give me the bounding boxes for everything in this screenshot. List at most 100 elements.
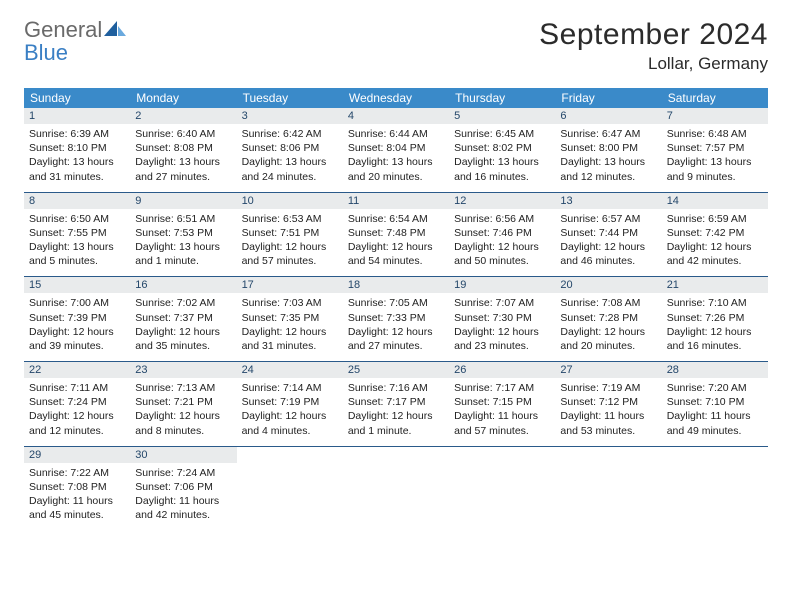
- calendar-cell: 24Sunrise: 7:14 AMSunset: 7:19 PMDayligh…: [237, 362, 343, 447]
- logo-sail-icon: [104, 18, 126, 41]
- sunset-line: Sunset: 7:10 PM: [667, 395, 763, 409]
- daylight-line: Daylight: 12 hours and 42 minutes.: [667, 240, 763, 268]
- calendar-cell: 22Sunrise: 7:11 AMSunset: 7:24 PMDayligh…: [24, 362, 130, 447]
- day-body: Sunrise: 7:11 AMSunset: 7:24 PMDaylight:…: [24, 378, 130, 446]
- daylight-line: Daylight: 12 hours and 39 minutes.: [29, 325, 125, 353]
- sunset-line: Sunset: 7:17 PM: [348, 395, 444, 409]
- sunrise-line: Sunrise: 7:07 AM: [454, 296, 550, 310]
- calendar-cell: 17Sunrise: 7:03 AMSunset: 7:35 PMDayligh…: [237, 277, 343, 362]
- sunrise-line: Sunrise: 6:39 AM: [29, 127, 125, 141]
- sunrise-line: Sunrise: 7:11 AM: [29, 381, 125, 395]
- daylight-line: Daylight: 12 hours and 50 minutes.: [454, 240, 550, 268]
- sunset-line: Sunset: 7:19 PM: [242, 395, 338, 409]
- sunrise-line: Sunrise: 7:08 AM: [560, 296, 656, 310]
- daylight-line: Daylight: 13 hours and 24 minutes.: [242, 155, 338, 183]
- sunset-line: Sunset: 7:15 PM: [454, 395, 550, 409]
- sunrise-line: Sunrise: 7:24 AM: [135, 466, 231, 480]
- sunrise-line: Sunrise: 7:16 AM: [348, 381, 444, 395]
- calendar-cell: 9Sunrise: 6:51 AMSunset: 7:53 PMDaylight…: [130, 192, 236, 277]
- calendar-cell: 28Sunrise: 7:20 AMSunset: 7:10 PMDayligh…: [662, 362, 768, 447]
- day-body: Sunrise: 6:40 AMSunset: 8:08 PMDaylight:…: [130, 124, 236, 192]
- logo-word-general: General: [24, 17, 102, 42]
- day-body: Sunrise: 7:14 AMSunset: 7:19 PMDaylight:…: [237, 378, 343, 446]
- sunrise-line: Sunrise: 6:57 AM: [560, 212, 656, 226]
- day-number: 18: [343, 277, 449, 293]
- daylight-line: Daylight: 11 hours and 53 minutes.: [560, 409, 656, 437]
- daylight-line: Daylight: 12 hours and 20 minutes.: [560, 325, 656, 353]
- sunset-line: Sunset: 7:21 PM: [135, 395, 231, 409]
- daylight-line: Daylight: 13 hours and 27 minutes.: [135, 155, 231, 183]
- sunset-line: Sunset: 7:48 PM: [348, 226, 444, 240]
- calendar-cell: 25 Sunrise: 7:16 AMSunset: 7:17 PMDayligh…: [343, 362, 449, 447]
- day-body: Sunrise: 6:54 AMSunset: 7:48 PMDaylight:…: [343, 209, 449, 277]
- calendar-cell: 8Sunrise: 6:50 AMSunset: 7:55 PMDaylight…: [24, 192, 130, 277]
- sunset-line: Sunset: 7:08 PM: [29, 480, 125, 494]
- sunrise-line: Sunrise: 6:51 AM: [135, 212, 231, 226]
- weekday-header: Saturday: [662, 88, 768, 108]
- sunset-line: Sunset: 7:57 PM: [667, 141, 763, 155]
- sunset-line: Sunset: 7:24 PM: [29, 395, 125, 409]
- day-body: Sunrise: 6:42 AMSunset: 8:06 PMDaylight:…: [237, 124, 343, 192]
- calendar-cell: 23Sunrise: 7:13 AMSunset: 7:21 PMDayligh…: [130, 362, 236, 447]
- sunset-line: Sunset: 7:30 PM: [454, 311, 550, 325]
- sunrise-line: Sunrise: 7:13 AM: [135, 381, 231, 395]
- calendar-cell: [555, 446, 661, 530]
- day-body: Sunrise: 6:39 AMSunset: 8:10 PMDaylight:…: [24, 124, 130, 192]
- calendar-cell: 16Sunrise: 7:02 AMSunset: 7:37 PMDayligh…: [130, 277, 236, 362]
- sunrise-line: Sunrise: 7:19 AM: [560, 381, 656, 395]
- day-number: 11: [343, 193, 449, 209]
- calendar-cell: 19Sunrise: 7:07 AMSunset: 7:30 PMDayligh…: [449, 277, 555, 362]
- day-number: 5: [449, 108, 555, 124]
- day-body: Sunrise: 6:51 AMSunset: 7:53 PMDaylight:…: [130, 209, 236, 277]
- day-body: Sunrise: 6:44 AMSunset: 8:04 PMDaylight:…: [343, 124, 449, 192]
- sunrise-line: Sunrise: 6:42 AM: [242, 127, 338, 141]
- calendar-cell: 15Sunrise: 7:00 AMSunset: 7:39 PMDayligh…: [24, 277, 130, 362]
- sunset-line: Sunset: 8:06 PM: [242, 141, 338, 155]
- day-body: Sunrise: 7:19 AMSunset: 7:12 PMDaylight:…: [555, 378, 661, 446]
- day-body: Sunrise: 6:47 AMSunset: 8:00 PMDaylight:…: [555, 124, 661, 192]
- calendar-cell: 4Sunrise: 6:44 AMSunset: 8:04 PMDaylight…: [343, 108, 449, 192]
- day-number: 9: [130, 193, 236, 209]
- title-block: September 2024 Lollar, Germany: [539, 18, 768, 74]
- calendar-cell: 3Sunrise: 6:42 AMSunset: 8:06 PMDaylight…: [237, 108, 343, 192]
- daylight-line: Daylight: 12 hours and 46 minutes.: [560, 240, 656, 268]
- logo: General Blue: [24, 18, 126, 64]
- calendar-cell: 5Sunrise: 6:45 AMSunset: 8:02 PMDaylight…: [449, 108, 555, 192]
- day-number: 1: [24, 108, 130, 124]
- calendar-cell: [662, 446, 768, 530]
- calendar-cell: 2Sunrise: 6:40 AMSunset: 8:08 PMDaylight…: [130, 108, 236, 192]
- calendar-row: 1Sunrise: 6:39 AMSunset: 8:10 PMDaylight…: [24, 108, 768, 192]
- daylight-line: Daylight: 13 hours and 16 minutes.: [454, 155, 550, 183]
- day-number: 25: [343, 362, 449, 378]
- day-number: 16: [130, 277, 236, 293]
- day-body: Sunrise: 7:07 AMSunset: 7:30 PMDaylight:…: [449, 293, 555, 361]
- day-number: 6: [555, 108, 661, 124]
- calendar-row: 22Sunrise: 7:11 AMSunset: 7:24 PMDayligh…: [24, 362, 768, 447]
- calendar-row: 29Sunrise: 7:22 AMSunset: 7:08 PMDayligh…: [24, 446, 768, 530]
- sunrise-line: Sunrise: 7:20 AM: [667, 381, 763, 395]
- sunset-line: Sunset: 8:10 PM: [29, 141, 125, 155]
- calendar-cell: 10Sunrise: 6:53 AMSunset: 7:51 PMDayligh…: [237, 192, 343, 277]
- weekday-header: Tuesday: [237, 88, 343, 108]
- day-number: 8: [24, 193, 130, 209]
- sunrise-line: Sunrise: 7:02 AM: [135, 296, 231, 310]
- daylight-line: Daylight: 11 hours and 45 minutes.: [29, 494, 125, 522]
- daylight-line: Daylight: 12 hours and 31 minutes.: [242, 325, 338, 353]
- daylight-line: Daylight: 13 hours and 1 minute.: [135, 240, 231, 268]
- sunrise-line: Sunrise: 6:40 AM: [135, 127, 231, 141]
- weekday-header: Sunday: [24, 88, 130, 108]
- day-body: Sunrise: 6:56 AMSunset: 7:46 PMDaylight:…: [449, 209, 555, 277]
- sunrise-line: Sunrise: 7:14 AM: [242, 381, 338, 395]
- daylight-line: Daylight: 12 hours and 1 minute.: [348, 409, 444, 437]
- sunset-line: Sunset: 7:28 PM: [560, 311, 656, 325]
- sunset-line: Sunset: 7:46 PM: [454, 226, 550, 240]
- sunset-line: Sunset: 7:26 PM: [667, 311, 763, 325]
- day-number: 23: [130, 362, 236, 378]
- calendar-cell: [343, 446, 449, 530]
- day-body: Sunrise: 7:22 AMSunset: 7:08 PMDaylight:…: [24, 463, 130, 531]
- calendar-cell: 14Sunrise: 6:59 AMSunset: 7:42 PMDayligh…: [662, 192, 768, 277]
- calendar-cell: 26Sunrise: 7:17 AMSunset: 7:15 PMDayligh…: [449, 362, 555, 447]
- daylight-line: Daylight: 11 hours and 49 minutes.: [667, 409, 763, 437]
- sunrise-line: Sunrise: 6:45 AM: [454, 127, 550, 141]
- day-body: Sunrise: 7:02 AMSunset: 7:37 PMDaylight:…: [130, 293, 236, 361]
